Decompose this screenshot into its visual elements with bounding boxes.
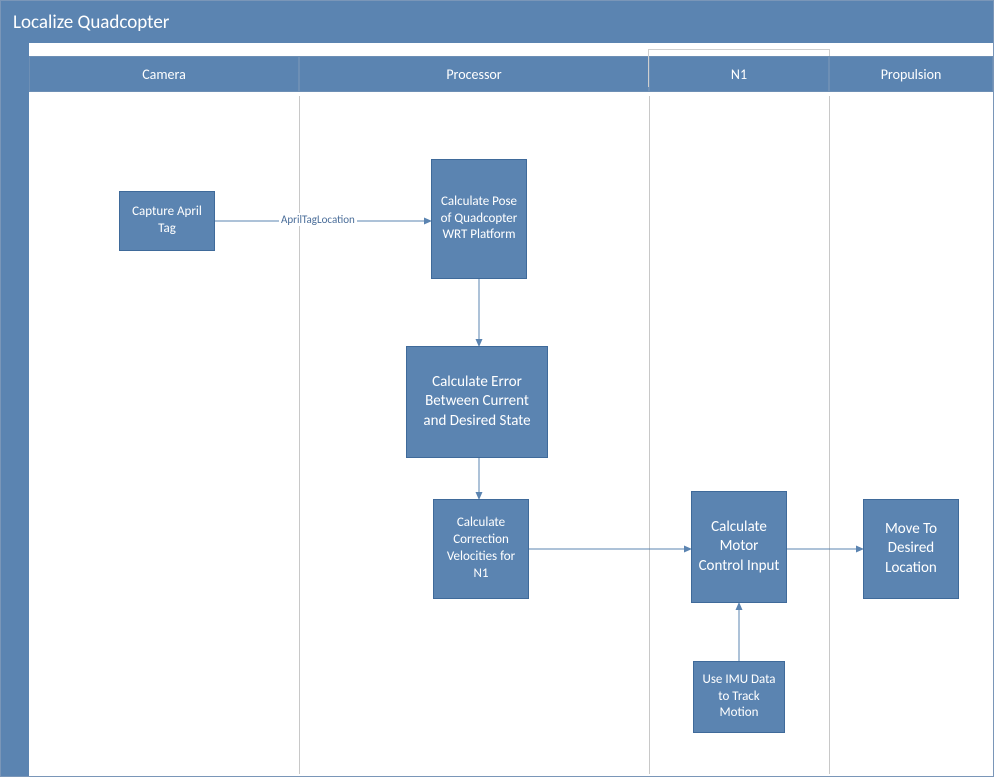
flow-node-imu: Use IMU Data to Track Motion <box>693 661 785 733</box>
swimlane-header-label: Processor <box>446 66 501 83</box>
swimlane-header-processor: Processor <box>299 56 649 92</box>
flow-node-label: Capture April Tag <box>126 204 208 238</box>
flow-node-label: Calculate Error Between Current and Desi… <box>413 373 541 432</box>
flow-node-motor: Calculate Motor Control Input <box>691 491 787 603</box>
swimlane-header-camera: Camera <box>29 56 299 92</box>
swimlane-header-row: Camera Processor N1 Propulsion <box>29 56 993 96</box>
swimlane-header-label: Camera <box>142 66 186 83</box>
swimlane-header-label: N1 <box>731 66 747 83</box>
flow-node-capture: Capture April Tag <box>119 191 215 251</box>
swimlane-divider <box>649 96 650 774</box>
flow-node-label: Use IMU Data to Track Motion <box>700 672 778 723</box>
flow-node-label: Calculate Correction Velocities for N1 <box>440 515 522 583</box>
flow-node-label: Move To Desired Location <box>870 520 952 579</box>
swimlane-header-n1: N1 <box>649 56 829 92</box>
flow-node-label: Calculate Motor Control Input <box>698 518 780 577</box>
title-bar: Localize Quadcopter <box>1 1 993 43</box>
flow-node-pose: Calculate Pose of Quadcopter WRT Platfor… <box>431 159 527 279</box>
swimlane-header-label: Propulsion <box>881 66 942 83</box>
diagram-title: Localize Quadcopter <box>13 11 169 34</box>
diagram-frame: Localize Quadcopter Phase Camera Processo… <box>0 0 994 777</box>
flow-edge-label: AprilTagLocation <box>279 213 357 226</box>
flow-node-move: Move To Desired Location <box>863 499 959 599</box>
swimlane-divider <box>829 96 830 774</box>
swimlane-header-propulsion: Propulsion <box>829 56 993 92</box>
swimlane-divider <box>299 96 300 774</box>
flow-node-error: Calculate Error Between Current and Desi… <box>406 346 548 458</box>
flow-node-velocities: Calculate Correction Velocities for N1 <box>433 499 529 599</box>
phase-strip: Phase <box>1 43 29 776</box>
flow-node-label: Calculate Pose of Quadcopter WRT Platfor… <box>438 194 520 245</box>
